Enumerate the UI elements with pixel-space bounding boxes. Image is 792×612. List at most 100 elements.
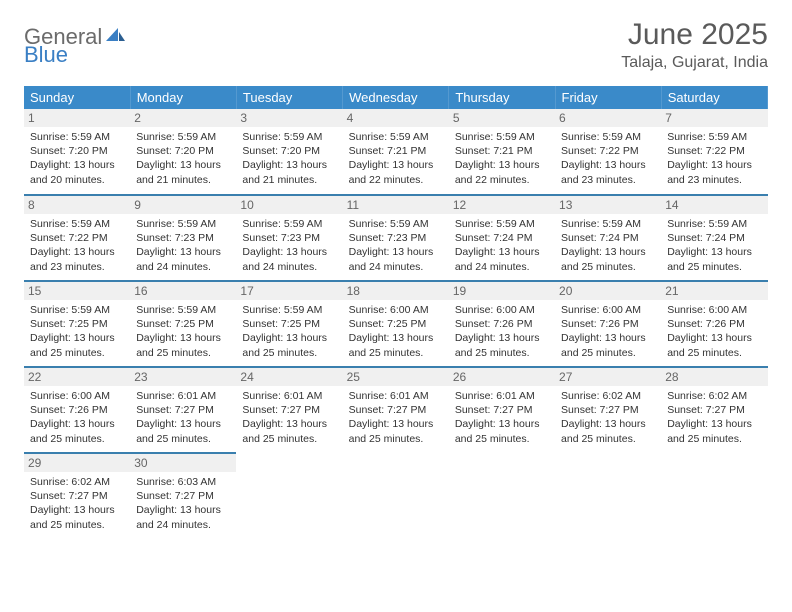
calendar-cell: 19 Sunrise: 6:00 AMSunset: 7:26 PMDayligh… [449, 281, 555, 367]
calendar-cell [555, 453, 661, 539]
day-info: Sunrise: 6:02 AMSunset: 7:27 PMDaylight:… [30, 475, 124, 532]
day-number: 4 [343, 109, 449, 127]
day-number: 2 [130, 109, 236, 127]
calendar-row: 8 Sunrise: 5:59 AMSunset: 7:22 PMDaylight… [24, 195, 768, 281]
day-info: Sunrise: 6:00 AMSunset: 7:26 PMDaylight:… [30, 389, 124, 446]
day-number: 27 [555, 368, 661, 386]
day-number: 14 [661, 196, 767, 214]
calendar-cell: 5 Sunrise: 5:59 AMSunset: 7:21 PMDaylight… [449, 109, 555, 195]
day-info: Sunrise: 5:59 AMSunset: 7:24 PMDaylight:… [561, 217, 655, 274]
day-info: Sunrise: 6:02 AMSunset: 7:27 PMDaylight:… [667, 389, 761, 446]
calendar-cell: 9Sunrise: 5:59 AMSunset: 7:23 PMDaylight… [130, 195, 236, 281]
calendar-cell: 25 Sunrise: 6:01 AMSunset: 7:27 PMDayligh… [343, 367, 449, 453]
day-info: Sunrise: 5:59 AMSunset: 7:24 PMDaylight:… [455, 217, 549, 274]
calendar-body: 1 Sunrise: 5:59 AMSunset: 7:20 PMDaylight… [24, 109, 768, 539]
day-info: Sunrise: 5:59 AMSunset: 7:23 PMDaylight:… [242, 217, 336, 274]
calendar-cell [236, 453, 342, 539]
day-number: 3 [236, 109, 342, 127]
calendar-table: Sunday Monday Tuesday Wednesday Thursday… [24, 86, 768, 539]
calendar-cell: 1 Sunrise: 5:59 AMSunset: 7:20 PMDaylight… [24, 109, 130, 195]
location-label: Talaja, Gujarat, India [621, 54, 768, 72]
month-title: June 2025 [621, 18, 768, 52]
day-number: 19 [449, 282, 555, 300]
calendar-cell: 13 Sunrise: 5:59 AMSunset: 7:24 PMDayligh… [555, 195, 661, 281]
calendar-cell: 26 Sunrise: 6:01 AMSunset: 7:27 PMDayligh… [449, 367, 555, 453]
calendar-cell: 14 Sunrise: 5:59 AMSunset: 7:24 PMDayligh… [661, 195, 767, 281]
day-number: 12 [449, 196, 555, 214]
calendar-cell: 11Sunrise: 5:59 AMSunset: 7:23 PMDayligh… [343, 195, 449, 281]
day-info: Sunrise: 6:03 AMSunset: 7:27 PMDaylight:… [136, 475, 230, 532]
day-number: 15 [24, 282, 130, 300]
calendar-cell: 20Sunrise: 6:00 AMSunset: 7:26 PMDayligh… [555, 281, 661, 367]
calendar-cell: 4 Sunrise: 5:59 AMSunset: 7:21 PMDaylight… [343, 109, 449, 195]
weekday-header: Tuesday [236, 86, 342, 109]
calendar-cell: 21Sunrise: 6:00 AMSunset: 7:26 PMDayligh… [661, 281, 767, 367]
day-info: Sunrise: 5:59 AMSunset: 7:21 PMDaylight:… [349, 130, 443, 187]
weekday-header: Thursday [449, 86, 555, 109]
day-info: Sunrise: 6:00 AMSunset: 7:26 PMDaylight:… [455, 303, 549, 360]
day-number: 5 [449, 109, 555, 127]
logo-text-blue-wrap: Blue [24, 42, 68, 68]
calendar-cell: 16Sunrise: 5:59 AMSunset: 7:25 PMDayligh… [130, 281, 236, 367]
calendar-row: 1 Sunrise: 5:59 AMSunset: 7:20 PMDaylight… [24, 109, 768, 195]
day-number: 17 [236, 282, 342, 300]
calendar-cell: 30 Sunrise: 6:03 AMSunset: 7:27 PMDayligh… [130, 453, 236, 539]
weekday-header: Saturday [661, 86, 767, 109]
calendar-cell [449, 453, 555, 539]
day-number: 26 [449, 368, 555, 386]
weekday-header-row: Sunday Monday Tuesday Wednesday Thursday… [24, 86, 768, 109]
day-info: Sunrise: 6:01 AMSunset: 7:27 PMDaylight:… [455, 389, 549, 446]
day-number: 22 [24, 368, 130, 386]
day-info: Sunrise: 5:59 AMSunset: 7:23 PMDaylight:… [136, 217, 230, 274]
calendar-cell: 7Sunrise: 5:59 AMSunset: 7:22 PMDaylight… [661, 109, 767, 195]
day-info: Sunrise: 5:59 AMSunset: 7:21 PMDaylight:… [455, 130, 549, 187]
calendar-cell: 17 Sunrise: 5:59 AMSunset: 7:25 PMDayligh… [236, 281, 342, 367]
day-number: 1 [24, 109, 130, 127]
logo-text-blue: Blue [24, 42, 68, 67]
day-info: Sunrise: 5:59 AMSunset: 7:23 PMDaylight:… [349, 217, 443, 274]
day-number: 6 [555, 109, 661, 127]
day-number: 13 [555, 196, 661, 214]
day-number: 29 [24, 454, 130, 472]
calendar-cell: 6 Sunrise: 5:59 AMSunset: 7:22 PMDaylight… [555, 109, 661, 195]
day-info: Sunrise: 6:01 AMSunset: 7:27 PMDaylight:… [349, 389, 443, 446]
calendar-cell: 10 Sunrise: 5:59 AMSunset: 7:23 PMDayligh… [236, 195, 342, 281]
day-info: Sunrise: 5:59 AMSunset: 7:20 PMDaylight:… [136, 130, 230, 187]
day-info: Sunrise: 5:59 AMSunset: 7:22 PMDaylight:… [561, 130, 655, 187]
calendar-cell: 27Sunrise: 6:02 AMSunset: 7:27 PMDayligh… [555, 367, 661, 453]
day-number: 24 [236, 368, 342, 386]
day-number: 16 [130, 282, 236, 300]
weekday-header: Sunday [24, 86, 130, 109]
calendar-row: 15 Sunrise: 5:59 AMSunset: 7:25 PMDayligh… [24, 281, 768, 367]
day-info: Sunrise: 6:01 AMSunset: 7:27 PMDaylight:… [242, 389, 336, 446]
calendar-cell: 18 Sunrise: 6:00 AMSunset: 7:25 PMDayligh… [343, 281, 449, 367]
calendar-cell: 24 Sunrise: 6:01 AMSunset: 7:27 PMDayligh… [236, 367, 342, 453]
calendar-cell: 29 Sunrise: 6:02 AMSunset: 7:27 PMDayligh… [24, 453, 130, 539]
calendar-row: 22 Sunrise: 6:00 AMSunset: 7:26 PMDayligh… [24, 367, 768, 453]
day-info: Sunrise: 6:00 AMSunset: 7:26 PMDaylight:… [561, 303, 655, 360]
day-number: 8 [24, 196, 130, 214]
calendar-cell: 15Sunrise: 5:59 AMSunset: 7:25 PMDayligh… [24, 281, 130, 367]
day-info: Sunrise: 6:01 AMSunset: 7:27 PMDaylight:… [136, 389, 230, 446]
day-info: Sunrise: 5:59 AMSunset: 7:24 PMDaylight:… [667, 217, 761, 274]
calendar-row: 29 Sunrise: 6:02 AMSunset: 7:27 PMDayligh… [24, 453, 768, 539]
day-number: 21 [661, 282, 767, 300]
day-info: Sunrise: 5:59 AMSunset: 7:20 PMDaylight:… [30, 130, 124, 187]
day-number: 10 [236, 196, 342, 214]
day-info: Sunrise: 6:00 AMSunset: 7:25 PMDaylight:… [349, 303, 443, 360]
calendar-cell [661, 453, 767, 539]
day-info: Sunrise: 5:59 AMSunset: 7:22 PMDaylight:… [667, 130, 761, 187]
day-info: Sunrise: 5:59 AMSunset: 7:22 PMDaylight:… [30, 217, 124, 274]
day-number: 18 [343, 282, 449, 300]
day-number: 25 [343, 368, 449, 386]
day-number: 23 [130, 368, 236, 386]
calendar-page: General June 2025 Talaja, Gujarat, India… [0, 0, 792, 539]
calendar-cell: 8 Sunrise: 5:59 AMSunset: 7:22 PMDaylight… [24, 195, 130, 281]
weekday-header: Friday [555, 86, 661, 109]
day-number: 30 [130, 454, 236, 472]
calendar-cell: 2 Sunrise: 5:59 AMSunset: 7:20 PMDaylight… [130, 109, 236, 195]
day-info: Sunrise: 5:59 AMSunset: 7:20 PMDaylight:… [242, 130, 336, 187]
day-info: Sunrise: 5:59 AMSunset: 7:25 PMDaylight:… [242, 303, 336, 360]
weekday-header: Monday [130, 86, 236, 109]
header: General June 2025 Talaja, Gujarat, India [24, 18, 768, 72]
